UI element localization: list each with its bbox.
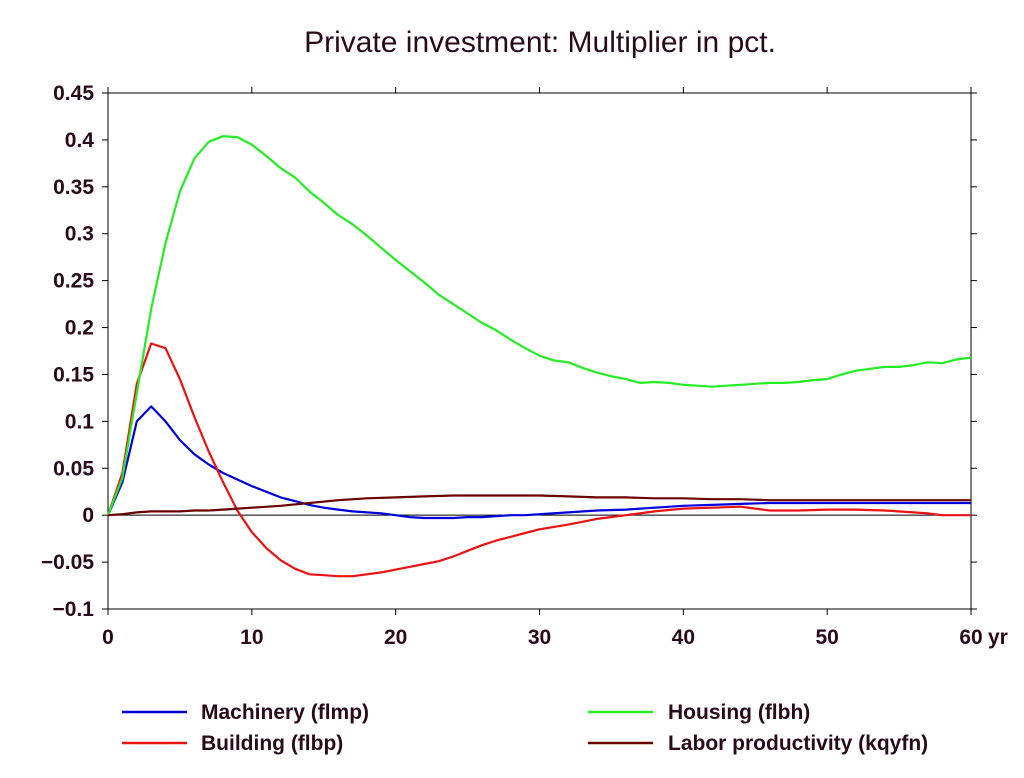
x-tick-label: 60: [959, 626, 982, 649]
y-tick-label: 0.15: [53, 363, 94, 386]
legend-label: Labor productivity (kqyfn): [668, 732, 928, 755]
legend-label: Building (flbp): [201, 732, 343, 755]
y-tick-label: 0.4: [65, 129, 95, 152]
legend-label: Machinery (flmp): [201, 701, 369, 724]
x-tick-label: 0: [102, 626, 114, 649]
series-line-3: [107, 494, 971, 517]
x-tick-label: 50: [815, 626, 838, 649]
series-line-2: [106, 135, 972, 516]
legend-label: Housing (flbh): [668, 701, 810, 724]
plot-area: [107, 92, 972, 610]
series-line-1: [106, 342, 971, 578]
y-tick-label: −0.05: [41, 551, 94, 574]
y-tick-label: −0.1: [53, 598, 95, 621]
y-tick-label: 0.2: [65, 317, 94, 340]
y-tick-label: 0.35: [53, 176, 94, 199]
x-unit-label: yr: [988, 626, 1008, 649]
y-tick-label: 0.05: [53, 457, 94, 480]
x-tick-label: 20: [384, 626, 407, 649]
chart-title: Private investment: Multiplier in pct.: [304, 26, 776, 59]
y-tick-label: 0.25: [53, 270, 94, 293]
x-tick-label: 30: [528, 626, 551, 649]
y-tick-label: 0.3: [65, 223, 94, 246]
y-tick-label: 0: [82, 504, 94, 527]
x-tick-label: 10: [240, 626, 263, 649]
x-tick-label: 40: [672, 626, 695, 649]
y-tick-label: 0.1: [65, 410, 95, 433]
y-tick-label: 0.45: [53, 82, 94, 105]
